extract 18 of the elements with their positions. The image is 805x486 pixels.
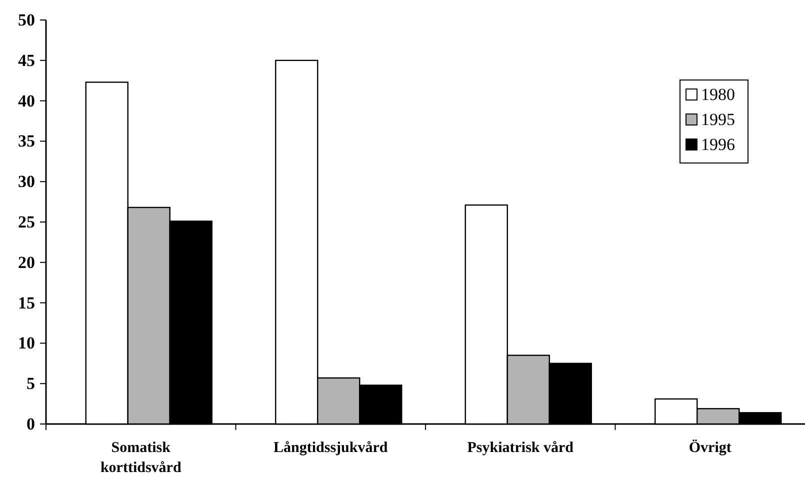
y-tick-label: 50 — [18, 10, 35, 30]
y-tick-label: 30 — [18, 172, 35, 192]
legend-label: 1980 — [701, 85, 735, 104]
x-tick-label: Långtidssjukvård — [274, 440, 388, 456]
y-tick-label: 40 — [18, 91, 35, 110]
legend-label: 1996 — [701, 135, 735, 154]
y-tick-label: 35 — [18, 132, 35, 151]
x-tick-label: Övrigt — [688, 439, 732, 456]
y-tick-label: 45 — [18, 50, 35, 70]
y-tick-label: 25 — [18, 212, 35, 232]
x-tick-label: Psykiatrisk vård — [467, 440, 574, 456]
y-tick-label: 5 — [26, 374, 35, 394]
y-tick-label: 15 — [18, 293, 35, 312]
x-tick-label: Somatisk korttidsvård — [100, 440, 182, 476]
y-tick-label: 0 — [26, 414, 35, 434]
legend-label: 1995 — [701, 110, 735, 129]
y-tick-label: 20 — [18, 252, 35, 272]
y-tick-label: 10 — [18, 334, 35, 353]
